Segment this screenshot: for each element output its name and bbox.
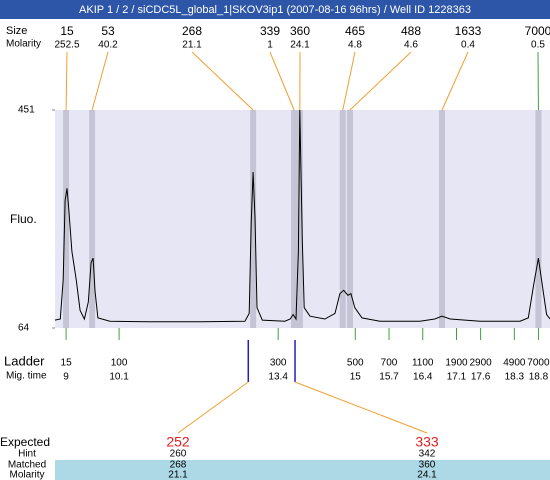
expected-size: 252: [166, 434, 190, 450]
peak-size: 268: [182, 24, 202, 38]
peak-band: [89, 110, 96, 328]
ladder-size: 500: [347, 358, 364, 369]
ladder-size: 1100: [412, 358, 434, 369]
ladder-size: 700: [381, 358, 398, 369]
peak-connector: [91, 51, 109, 111]
peak-size: 488: [401, 24, 421, 38]
ladder-time: 16.4: [413, 372, 433, 383]
ladder-time: 17.6: [471, 372, 491, 383]
peak-band: [339, 110, 346, 328]
ladder-label: Ladder: [4, 353, 45, 368]
peak-band: [291, 110, 298, 328]
peak-size: 465: [345, 24, 365, 38]
peak-band: [63, 110, 70, 328]
peak-size: 1633: [455, 24, 482, 38]
ladder-time: 15.7: [379, 372, 399, 383]
ladder-time: 18.8: [529, 372, 549, 383]
peak-band: [296, 110, 303, 328]
peak-molarity: 252.5: [54, 40, 79, 51]
ladder-size: 1900: [445, 358, 468, 369]
ladder-size: 100: [111, 358, 128, 369]
fragment-connector: [294, 381, 428, 434]
peak-connector: [342, 51, 356, 111]
peak-connector: [191, 51, 254, 111]
peak-molarity: 1: [267, 40, 273, 51]
peak-connector: [269, 51, 295, 111]
peak-molarity: 4.6: [404, 40, 418, 51]
hint-size: 260: [170, 449, 187, 460]
peak-size: 15: [60, 24, 74, 38]
ladder-time: 13.4: [268, 372, 288, 383]
peak-molarity: 0.5: [531, 40, 545, 51]
expected-size: 333: [415, 434, 439, 450]
peak-molarity: 21.1: [182, 40, 202, 51]
title: AKIP 1 / 2 / siCDC5L_global_1|SKOV3ip1 (…: [79, 4, 471, 16]
peak-molarity: 24.1: [290, 40, 310, 51]
molarity-label: Molarity: [6, 39, 41, 50]
peak-molarity: 4.8: [348, 40, 362, 51]
ladder-size: 2900: [469, 358, 492, 369]
peak-connector: [65, 51, 68, 111]
ladder-time: 9: [63, 372, 69, 383]
ladder-time: 10.1: [109, 372, 129, 383]
fragment-molarity: 24.1: [417, 470, 437, 480]
peak-band: [250, 110, 257, 328]
peak-band: [346, 110, 353, 328]
fragment-molarity-label: Molarity: [9, 470, 44, 480]
ladder-size: 4900: [503, 358, 526, 369]
matched-label: Matched: [8, 460, 46, 471]
y-tick-label: 64: [18, 323, 30, 334]
peak-molarity: 0.4: [461, 40, 475, 51]
ladder-size: 15: [61, 358, 73, 369]
peak-molarity: 40.2: [98, 40, 118, 51]
mig-time-label: Mig. time: [6, 371, 47, 382]
matched-size: 360: [419, 460, 436, 471]
fragment-molarity: 21.1: [168, 470, 188, 480]
hint-size: 342: [419, 449, 436, 460]
y-label: Fluo.: [10, 212, 37, 226]
matched-size: 268: [170, 460, 187, 471]
peak-size: 360: [290, 24, 310, 38]
size-label: Size: [6, 25, 27, 37]
ladder-time: 18.3: [505, 372, 525, 383]
peak-connector: [441, 51, 469, 111]
peak-size: 53: [101, 24, 115, 38]
title-bar: [0, 0, 550, 19]
ladder-size: 7000: [527, 358, 550, 369]
peak-size: 7000: [525, 24, 550, 38]
ladder-time: 17.1: [447, 372, 467, 383]
peak-band: [535, 110, 542, 328]
ladder-size: 300: [270, 358, 287, 369]
expected-label: Expected: [0, 435, 50, 449]
peak-connector: [349, 51, 412, 111]
ladder-time: 15: [350, 372, 362, 383]
hint-label: Hint: [18, 449, 36, 460]
peak-size: 339: [260, 24, 280, 38]
y-tick-label: 451: [18, 105, 35, 116]
fragment-connector: [177, 381, 249, 434]
peak-band: [439, 110, 446, 328]
matched-row-bg: [55, 460, 550, 480]
trace: [54, 109, 550, 323]
